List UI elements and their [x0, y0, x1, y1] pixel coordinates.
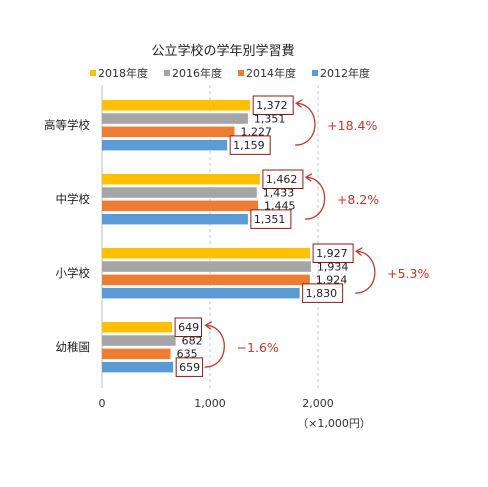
change-arrow — [205, 325, 225, 368]
data-label: 1,433 — [263, 186, 295, 199]
legend: 2018年度 2016年度 2014年度 2012年度 — [90, 66, 370, 80]
data-label: 1,351 — [254, 213, 286, 226]
legend-label: 2014年度 — [246, 66, 296, 80]
change-arrow — [305, 177, 326, 220]
data-label: 1,934 — [317, 260, 349, 273]
bar — [102, 261, 311, 272]
category-label: 幼稚園 — [56, 340, 91, 354]
data-label: 1,227 — [241, 126, 272, 139]
change-arrow — [295, 103, 316, 146]
bar — [102, 139, 228, 151]
data-label: 659 — [179, 361, 200, 374]
data-label: 1,372 — [256, 99, 288, 112]
legend-swatch — [312, 70, 318, 76]
bar — [102, 348, 171, 360]
bar — [102, 174, 260, 185]
bar — [102, 287, 300, 299]
unit-label: （×1,000円） — [297, 417, 371, 430]
bar — [102, 200, 259, 212]
data-label-box — [175, 357, 204, 377]
x-tick-label: 2,000 — [302, 397, 334, 410]
x-tick-label: 0 — [99, 397, 106, 410]
legend-swatch — [238, 70, 244, 76]
bar — [102, 248, 311, 259]
bar — [102, 361, 174, 373]
data-label-box — [250, 209, 292, 229]
bar — [102, 274, 310, 286]
data-label: 1,351 — [254, 112, 286, 125]
change-label: +8.2% — [337, 192, 379, 207]
bar — [102, 113, 248, 124]
legend-swatch — [90, 70, 96, 76]
bar — [102, 322, 173, 333]
data-label: 1,924 — [316, 274, 348, 287]
bar — [102, 126, 235, 138]
data-label-box — [262, 169, 304, 189]
bar — [102, 335, 176, 346]
change-arrow — [355, 251, 376, 294]
data-label: 635 — [177, 348, 198, 361]
data-label-box — [252, 95, 294, 115]
data-labels: 1,3721,3511,2271,1591,4621,4331,4451,351… — [174, 95, 354, 377]
change-arrows: +18.4% +8.2% +5.3% −1.6% — [205, 103, 429, 368]
legend-label: 2018年度 — [98, 66, 148, 80]
bar — [102, 213, 248, 225]
data-label-box — [174, 317, 202, 337]
chart-title: 公立学校の学年別学習費 — [151, 43, 294, 59]
data-label-box — [312, 243, 354, 263]
legend-label: 2016年度 — [172, 66, 222, 80]
change-label: +18.4% — [327, 118, 377, 133]
data-label: 1,927 — [316, 247, 348, 260]
data-label: 1,462 — [266, 173, 298, 186]
data-label: 1,445 — [264, 200, 296, 213]
category-label: 小学校 — [56, 266, 91, 280]
category-label: 高等学校 — [44, 118, 90, 132]
data-label: 1,830 — [306, 287, 338, 300]
data-label: 682 — [182, 334, 203, 347]
data-label: 1,159 — [233, 139, 265, 152]
bar — [102, 100, 251, 111]
legend-label: 2012年度 — [320, 66, 370, 80]
bar — [102, 187, 257, 198]
data-label-box — [302, 283, 344, 303]
change-label: −1.6% — [237, 340, 279, 355]
x-tick-label: 1,000 — [194, 397, 226, 410]
category-label: 中学校 — [56, 192, 91, 206]
legend-swatch — [164, 70, 170, 76]
bars — [102, 100, 311, 373]
change-label: +5.3% — [387, 266, 429, 281]
data-label: 649 — [178, 321, 199, 334]
data-label-box — [229, 135, 271, 155]
